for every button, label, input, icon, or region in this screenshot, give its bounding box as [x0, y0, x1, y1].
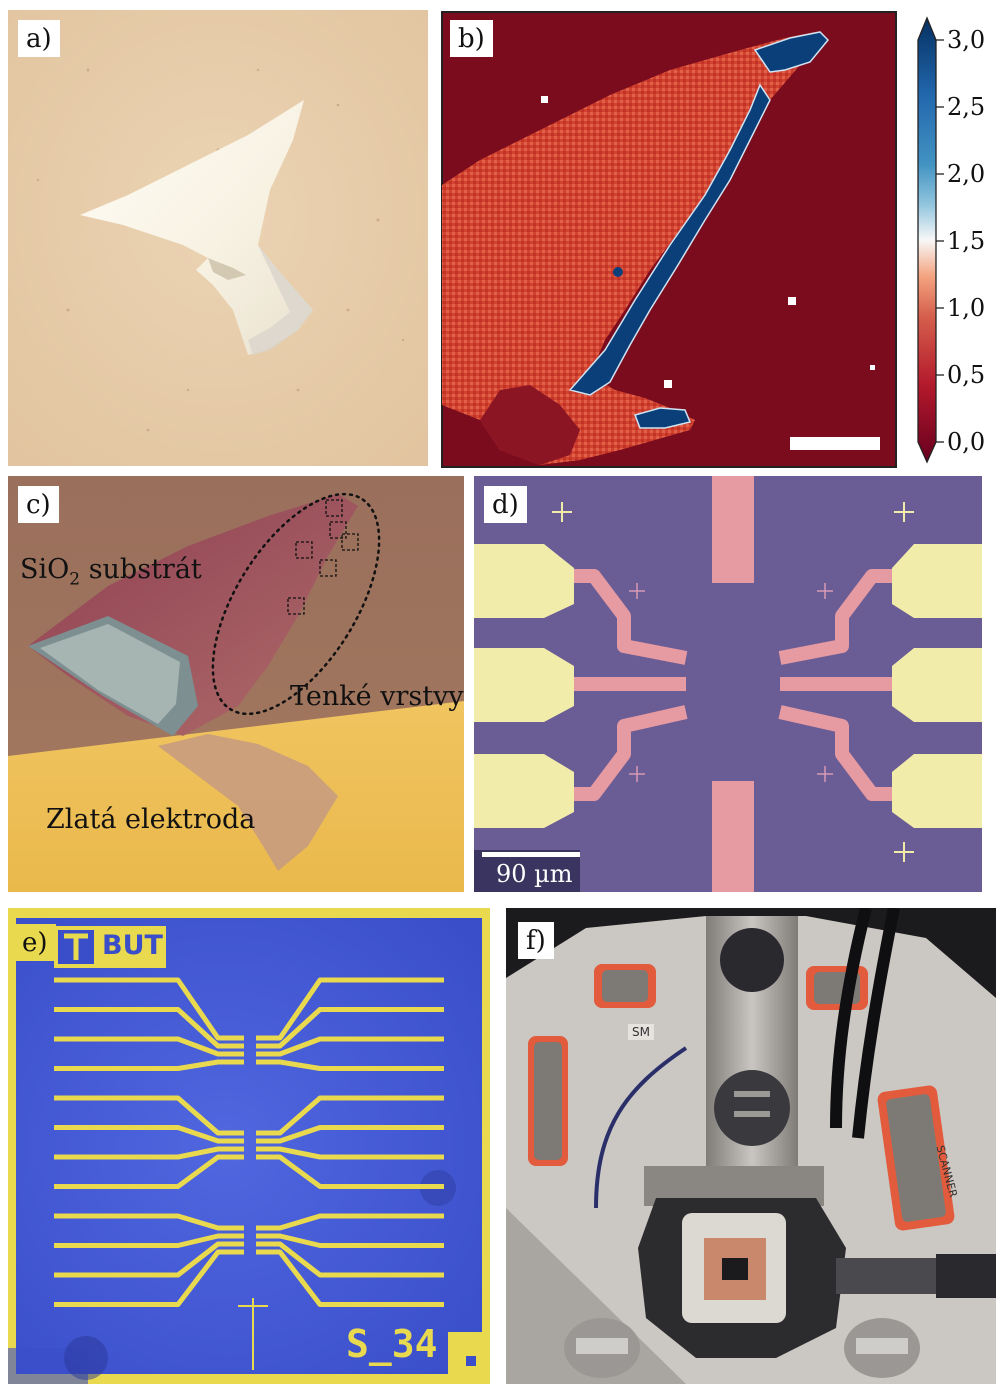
colorbar-tick-label: 0,5 [947, 361, 985, 389]
chip-lead [256, 1036, 444, 1057]
panel-label: d) [484, 486, 527, 523]
chip-lead [256, 1059, 444, 1071]
panel-b-raman-map: 0,0 0,5 1,0 1,5 2,0 2,5 3,0 b) [440, 10, 1002, 470]
thin-layers-label: Tenké vrstvy [290, 681, 464, 712]
panel-a-optical-flake: a) [8, 10, 428, 466]
chip-lead [256, 1125, 444, 1144]
chip-lead [54, 1059, 244, 1071]
sample-id: S_34 [346, 1322, 438, 1366]
panel-b-image: 0,0 0,5 1,0 1,5 2,0 2,5 3,0 [441, 11, 985, 468]
chip-lead [256, 1213, 444, 1231]
chip-lead [54, 977, 244, 1041]
tag-sm: SM [628, 1024, 654, 1040]
panel-e-image [8, 908, 490, 1384]
panel-c-image [8, 476, 464, 892]
colorbar-ticks: 0,0 0,5 1,0 1,5 2,0 2,5 3,0 [936, 26, 985, 456]
chip-lead [54, 1007, 244, 1049]
gold-electrode-label: Zlatá elektroda [46, 804, 256, 835]
chip-lead [256, 1249, 444, 1307]
colorbar-tick-label: 1,5 [947, 227, 985, 255]
scale-bar-label: 90 µm [496, 860, 573, 888]
colorbar-tick-label: 3,0 [947, 26, 985, 54]
chip-lead [54, 1125, 244, 1144]
chip-lead [256, 1095, 444, 1136]
chip-lead [256, 1007, 444, 1049]
chip-lead [54, 1154, 244, 1189]
substrate-label: SiO2 substrát [20, 554, 202, 590]
panel-e-chip: e) BUT S_34 [8, 908, 490, 1384]
panel-f-sample-holder: f) SM SCANNER [506, 908, 996, 1384]
panel-label: c) [18, 486, 59, 523]
chip-lead [54, 1241, 244, 1278]
chip-lead [54, 1095, 244, 1136]
colorbar [917, 16, 937, 464]
panel-c-optical-device: c) SiO2 substrát Tenké vrstvy Zlatá elek… [8, 476, 464, 892]
panel-label: a) [18, 20, 60, 57]
colorbar-tick-label: 0,0 [947, 428, 985, 456]
chip-lead [54, 1249, 244, 1307]
colorbar-tick-label: 1,0 [947, 294, 985, 322]
colorbar-tick-label: 2,5 [947, 93, 985, 121]
chip-lead [256, 1154, 444, 1189]
chip-leads [54, 977, 444, 1307]
panel-label: b) [450, 20, 493, 57]
chip-lead [256, 1241, 444, 1278]
panel-f-image [506, 908, 996, 1384]
chip-lead [256, 977, 444, 1041]
panel-label: f) [518, 922, 554, 959]
flake-shape [80, 100, 313, 355]
panel-a-image [8, 10, 428, 466]
colorbar-tick-label: 2,0 [947, 160, 985, 188]
chip-lead [256, 1233, 444, 1248]
chip-lead [54, 1213, 244, 1231]
chip-lead [54, 1036, 244, 1057]
logo-text: BUT [102, 930, 163, 961]
chip-lead [54, 1146, 244, 1160]
panel-label: e) [14, 924, 56, 961]
panel-d-image [474, 476, 982, 892]
chip-lead [54, 1233, 244, 1248]
chip-lead [256, 1146, 444, 1160]
panel-d-device-layout: d) 90 µm [474, 476, 982, 892]
